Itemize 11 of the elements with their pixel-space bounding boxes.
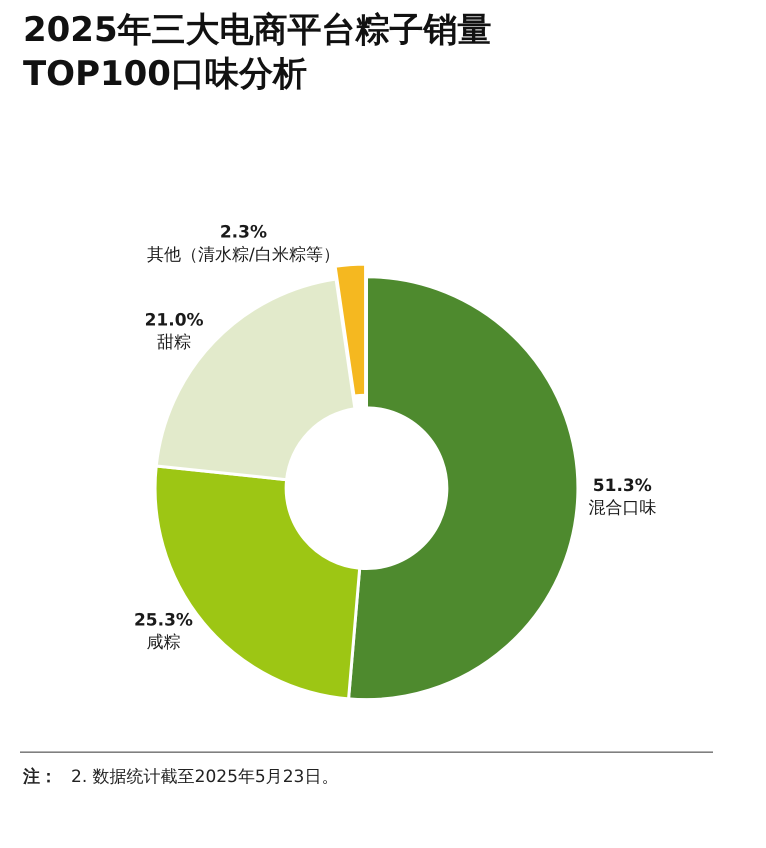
data-label: 2.3% xyxy=(220,222,267,243)
slice-label: 其他（清水粽/白米粽等） xyxy=(147,244,340,265)
data-label: 25.3% xyxy=(134,610,193,630)
data-label: 51.3% xyxy=(592,476,652,496)
chart-title: 2025年三大电商平台粽子销量 TOP100口味分析 xyxy=(22,10,492,94)
slice-label: 咸粽 xyxy=(146,632,180,652)
text: 注： xyxy=(22,767,57,787)
slice-label: 混合口味 xyxy=(588,498,656,518)
text: 2. 数据统计截至2025年5月23日。 xyxy=(71,767,338,787)
data-label: 21.0% xyxy=(144,310,204,330)
slice-label: 甜粽 xyxy=(157,332,192,353)
